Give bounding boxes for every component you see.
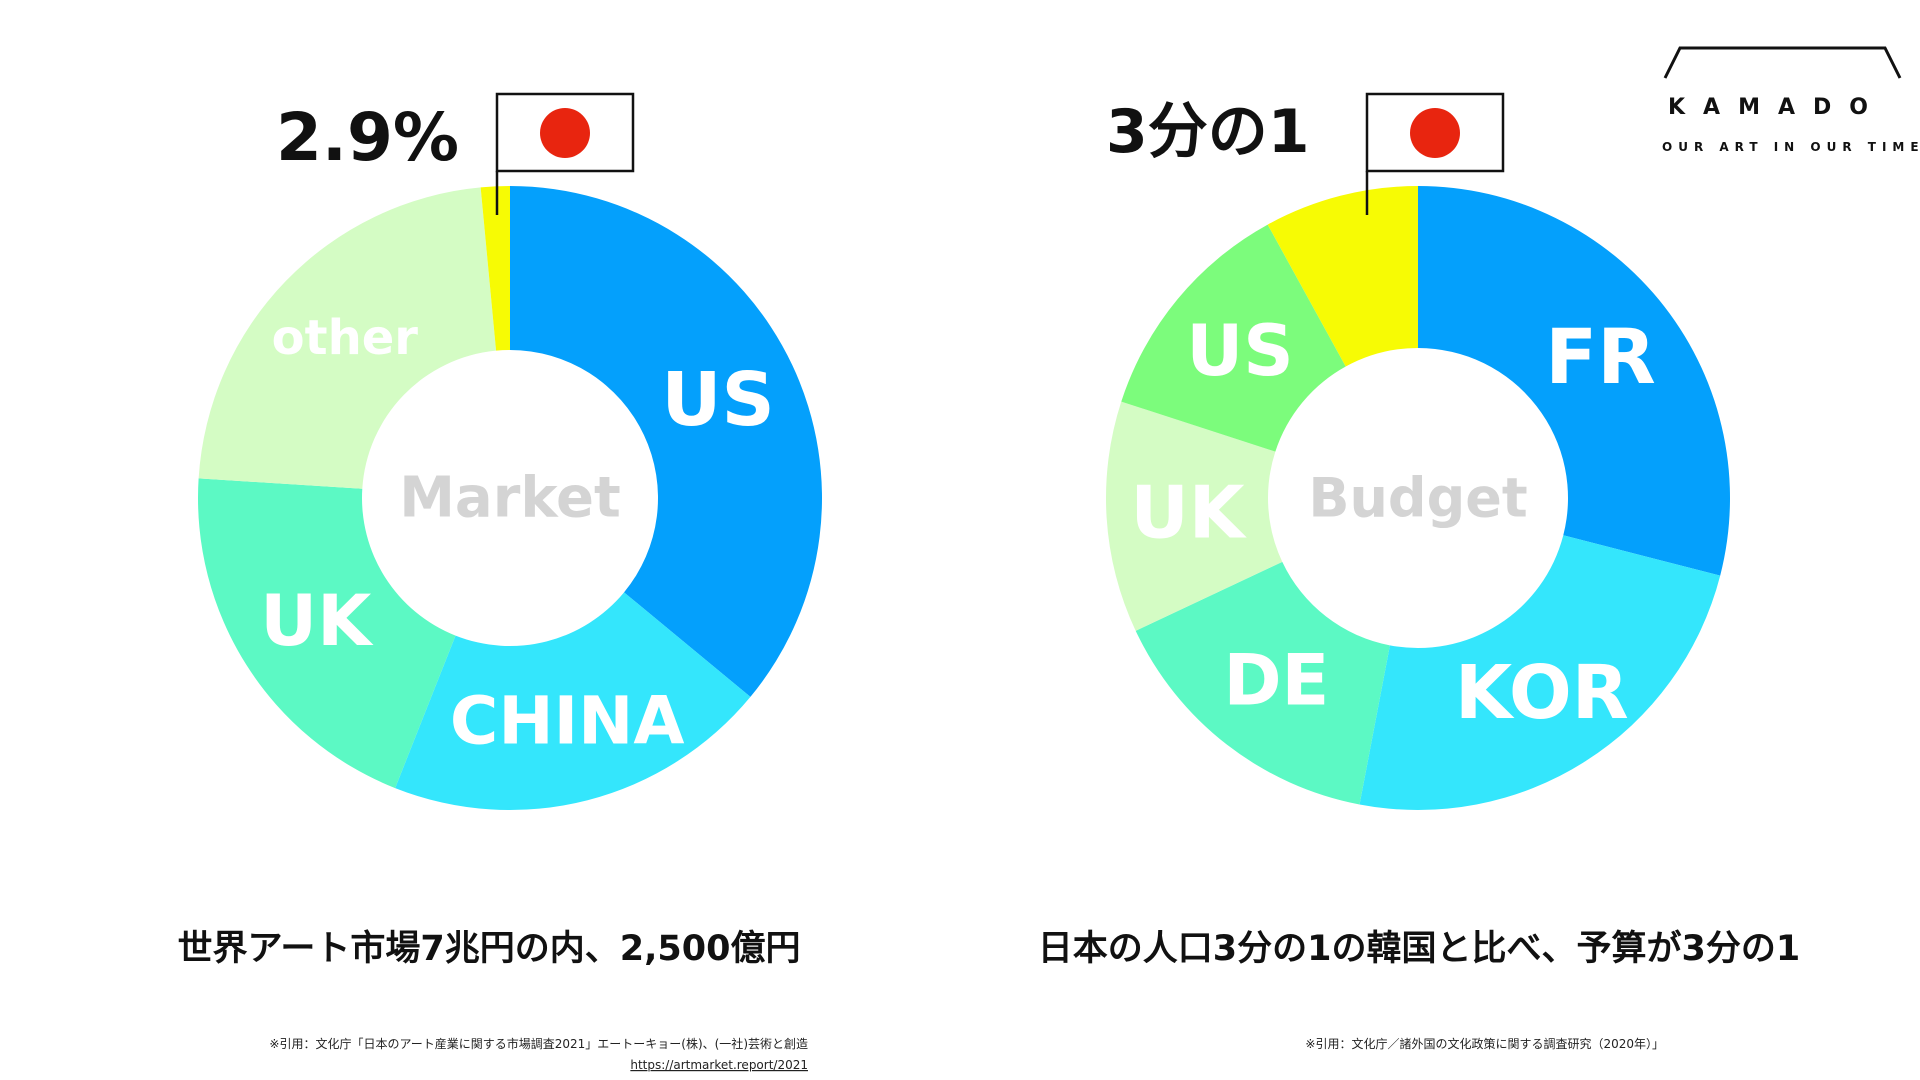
donut-slice-de [1135,561,1390,805]
kamado-logo: KAMADO OUR ART IN OUR TIME [1662,46,1920,154]
budget-caption: 日本の人口3分の1の韓国と比べ、予算が3分の1 [1038,929,1800,969]
donut-slice-china [395,592,751,810]
market-source-url[interactable]: https://artmarket.report/2021 [630,1058,808,1072]
budget-donut-chart: FR KOR DE UK US Budget [1106,186,1730,811]
budget-callout: 3分の1 [1106,97,1310,167]
market-callout: 2.9% [276,99,459,176]
donut-slice-uk [1106,401,1283,631]
slice-label-us: US [661,357,774,443]
logo-roof-icon [1663,46,1902,79]
market-caption: 世界アート市場7兆円の内、2,500億円 [178,929,801,969]
market-donut-chart: US CHINA UK other Market [197,186,823,810]
slice-label-fr: FR [1545,312,1655,401]
donut-slice-kor [1359,535,1721,811]
donut-slice-japan [1267,186,1418,367]
donut-slice-uk [197,478,456,789]
donut-slice-fr [1418,186,1730,576]
donut-slice-japan [480,186,510,351]
slice-label-us: US [1186,310,1293,392]
slice-label-uk: UK [1130,471,1246,555]
donut-slice-us [1121,224,1346,452]
donut-center-label: Budget [1308,467,1527,530]
donut-slice-us [510,186,823,697]
japan-flag-icon [1365,92,1505,215]
slice-label-china: CHINA [450,682,685,759]
slice-label-uk: UK [260,580,374,662]
market-source-citation: ※引用：文化庁「日本のアート産業に関する市場調査2021」エートーキョー(株)、… [269,1036,808,1051]
donut-center-label: Market [399,466,621,531]
japan-flag-icon [495,92,635,215]
slice-label-other: other [272,310,419,366]
budget-source-citation: ※引用：文化庁／諸外国の文化政策に関する調査研究（2020年）」 [1305,1036,1664,1051]
slice-label-kor: KOR [1455,650,1629,736]
logo-subtitle: OUR ART IN OUR TIME [1662,140,1920,154]
slice-label-de: DE [1223,640,1329,722]
logo-title: KAMADO [1668,95,1886,120]
donut-slice-other [198,187,497,489]
